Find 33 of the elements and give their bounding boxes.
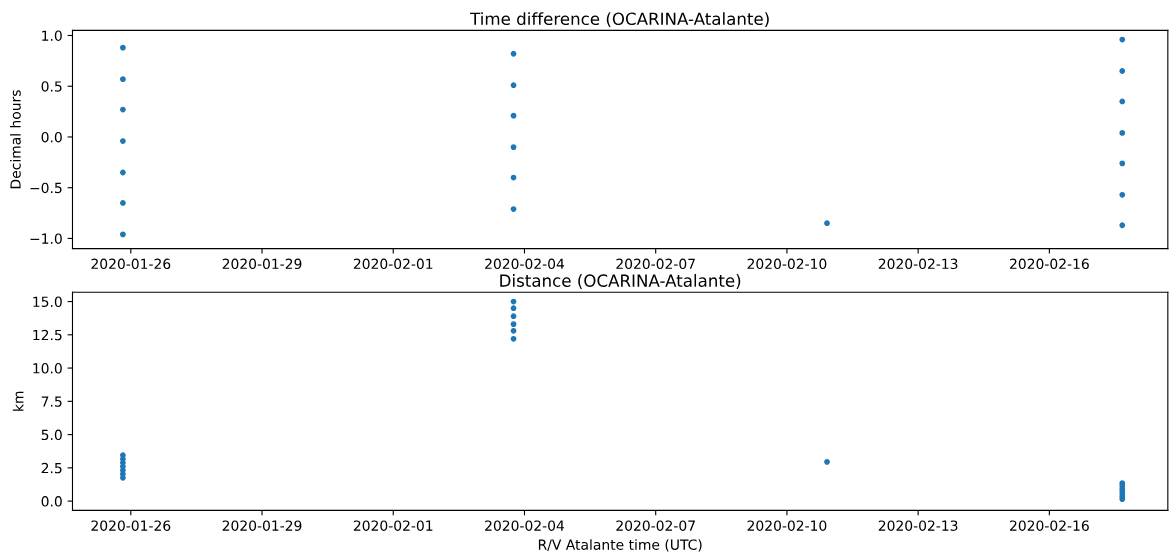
x-tick-label: 2020-02-01 [353,520,433,531]
chart-title: Distance (OCARINA-Atalante) [500,274,741,289]
x-tick-label: 2020-01-26 [91,258,171,270]
x-tick-label: 2020-02-04 [485,520,565,531]
y-tick-label: 15.0 [33,296,62,308]
y-tick-label: 0.0 [41,131,62,143]
x-tick-label: 2020-01-26 [91,520,171,531]
x-tick-label: 2020-02-10 [747,520,827,531]
y-tick-label: 5.0 [41,429,62,441]
y-axis-title: km [12,391,24,411]
x-tick-label: 2020-02-13 [878,258,958,270]
x-tick-label: 2020-02-13 [878,520,958,531]
x-tick-label: 2020-02-04 [485,258,565,270]
chart-title: Time difference (OCARINA-Atalante) [470,12,769,28]
x-tick-label: 2020-02-16 [1010,258,1089,270]
y-tick-label: 0.0 [41,496,62,507]
x-tick-label: 2020-02-10 [747,258,827,270]
x-tick-label: 2020-02-16 [1010,520,1089,531]
x-axis-title: R/V Atalante time (UTC) [538,539,702,552]
y-tick-label: 1.0 [42,30,62,41]
x-tick-label: 2020-01-29 [222,258,302,270]
y-axis-title: Decimal hours [10,90,21,189]
x-tick-label: 2020-02-01 [353,258,433,270]
x-tick-label: 2020-02-07 [616,258,695,270]
y-tick-label: 2.5 [41,462,62,474]
y-tick-label: −0.5 [30,182,62,194]
y-tick-label: 0.5 [41,81,62,92]
x-tick-label: 2020-02-07 [616,520,695,531]
y-tick-label: −1.0 [30,233,62,244]
y-tick-label: 10.0 [33,363,62,374]
x-tick-label: 2020-01-29 [222,520,302,531]
y-tick-label: 12.5 [33,329,62,341]
y-tick-label: 7.5 [41,396,62,407]
